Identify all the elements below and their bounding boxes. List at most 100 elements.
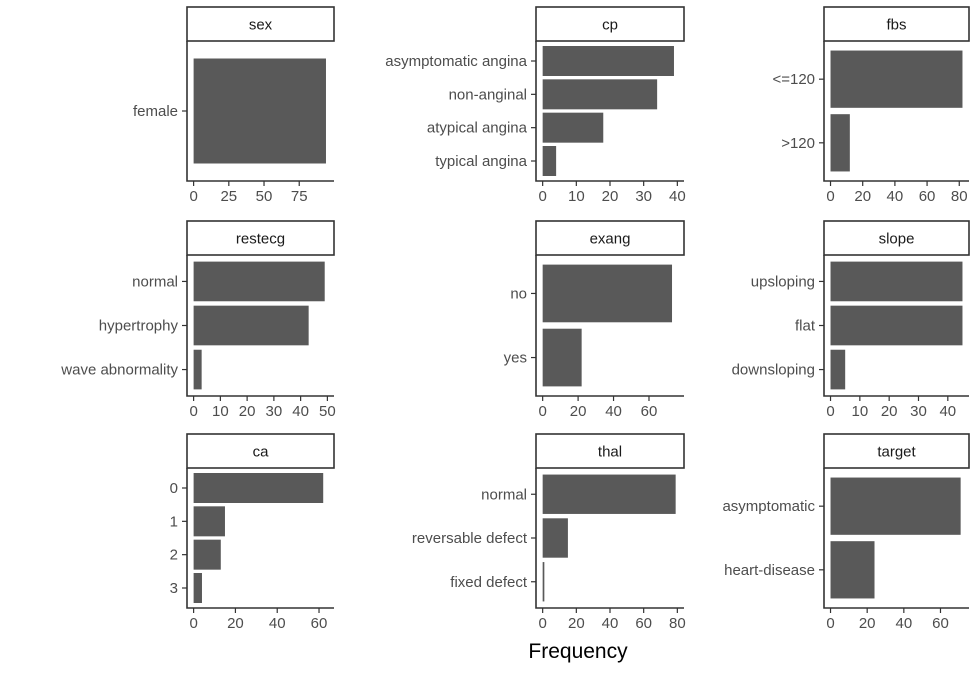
facet-title-restecg: restecg	[236, 231, 285, 248]
y-tick-label-fbs-120: >120	[781, 135, 815, 152]
x-tick-label-cp-10: 10	[568, 188, 585, 205]
facet-strip-thal	[535, 433, 685, 469]
x-tick-label-cp-40: 40	[669, 188, 686, 205]
bar-fbs-120	[830, 114, 850, 172]
facet-strip-slope	[823, 220, 970, 256]
x-tick-label-exang-40: 40	[605, 403, 622, 420]
x-tick-label-sex-50: 50	[256, 188, 273, 205]
x-tick-label-target-0: 0	[826, 615, 834, 632]
y-tick-label-cp-non-anginal: non-anginal	[449, 86, 527, 103]
facet-title-target: target	[877, 444, 916, 461]
facet-title-ca: ca	[253, 444, 270, 461]
facet-title-cp: cp	[602, 17, 618, 34]
y-tick-label-restecg-wave-abnormality: wave abnormality	[60, 362, 178, 379]
x-tick-label-sex-0: 0	[189, 188, 197, 205]
x-tick-label-restecg-50: 50	[319, 403, 336, 420]
x-tick-label-slope-10: 10	[852, 403, 869, 420]
x-tick-label-target-20: 20	[859, 615, 876, 632]
y-tick-label-thal-fixed-defect: fixed defect	[450, 574, 528, 591]
bar-slope-downsloping	[830, 349, 846, 390]
bar-sex-female	[193, 58, 326, 164]
x-tick-label-restecg-40: 40	[292, 403, 309, 420]
x-tick-label-fbs-20: 20	[854, 188, 871, 205]
bar-cp-atypical-angina	[542, 112, 604, 143]
facet-strip-fbs	[823, 6, 970, 42]
x-tick-label-thal-60: 60	[635, 615, 652, 632]
x-tick-label-fbs-40: 40	[887, 188, 904, 205]
bar-cp-asymptomatic-angina	[542, 46, 674, 76]
bar-fbs-120	[830, 50, 963, 108]
y-tick-label-restecg-hypertrophy: hypertrophy	[99, 318, 179, 335]
facet-title-slope: slope	[879, 231, 915, 248]
facet-title-exang: exang	[590, 231, 631, 248]
bar-thal-reversable-defect	[542, 518, 568, 558]
x-tick-label-slope-30: 30	[910, 403, 927, 420]
y-tick-label-thal-reversable-defect: reversable defect	[412, 530, 528, 547]
facet-strip-ca	[186, 433, 335, 469]
bar-slope-upsloping	[830, 261, 963, 302]
axis-lines-exang	[535, 255, 684, 397]
y-tick-label-cp-typical-angina: typical angina	[435, 153, 527, 170]
y-tick-label-ca-2: 2	[170, 547, 178, 564]
x-tick-label-sex-75: 75	[291, 188, 308, 205]
x-tick-label-cp-30: 30	[635, 188, 652, 205]
y-tick-label-restecg-normal: normal	[132, 273, 178, 290]
bar-exang-no	[542, 264, 673, 323]
x-tick-label-thal-80: 80	[669, 615, 686, 632]
bar-thal-normal	[542, 474, 676, 514]
x-tick-label-slope-0: 0	[826, 403, 834, 420]
bar-slope-flat	[830, 305, 963, 346]
y-tick-label-slope-flat: flat	[795, 318, 816, 335]
facet-strip-restecg	[186, 220, 335, 256]
axis-lines-slope	[823, 255, 969, 397]
bar-ca-3	[193, 573, 202, 603]
x-tick-label-ca-60: 60	[311, 615, 328, 632]
bar-thal-fixed-defect	[542, 562, 545, 602]
axis-lines-thal	[535, 468, 684, 609]
y-tick-label-slope-upsloping: upsloping	[751, 273, 815, 290]
x-tick-label-sex-25: 25	[220, 188, 237, 205]
bar-cp-typical-angina	[542, 146, 557, 176]
axis-lines-ca	[186, 468, 334, 609]
y-tick-label-exang-no: no	[510, 285, 527, 302]
bar-ca-0	[193, 473, 324, 503]
axis-lines-cp	[535, 41, 684, 182]
bar-restecg-hypertrophy	[193, 305, 309, 346]
x-tick-label-restecg-0: 0	[189, 403, 197, 420]
x-tick-label-target-40: 40	[895, 615, 912, 632]
axis-lines-target	[823, 468, 969, 609]
x-tick-label-slope-40: 40	[939, 403, 956, 420]
x-tick-label-cp-20: 20	[602, 188, 619, 205]
facet-title-sex: sex	[249, 17, 273, 34]
y-tick-label-slope-downsloping: downsloping	[732, 362, 815, 379]
bar-exang-yes	[542, 328, 582, 387]
bar-restecg-normal	[193, 261, 325, 302]
facet-title-thal: thal	[598, 444, 622, 461]
facet-strip-target	[823, 433, 970, 469]
bar-target-heart-disease	[830, 541, 875, 599]
bar-target-asymptomatic	[830, 477, 961, 535]
y-tick-label-sex-female: female	[133, 103, 178, 120]
axis-lines-sex	[186, 41, 334, 182]
x-tick-label-thal-40: 40	[602, 615, 619, 632]
y-tick-label-fbs-120: <=120	[772, 71, 815, 88]
x-tick-label-cp-0: 0	[538, 188, 546, 205]
x-tick-label-restecg-30: 30	[266, 403, 283, 420]
x-tick-label-exang-20: 20	[570, 403, 587, 420]
y-tick-label-cp-atypical-angina: atypical angina	[427, 120, 528, 137]
bar-ca-1	[193, 506, 225, 537]
x-tick-label-target-60: 60	[932, 615, 949, 632]
facet-strip-sex	[186, 6, 335, 42]
x-tick-label-ca-40: 40	[269, 615, 286, 632]
x-tick-label-restecg-10: 10	[212, 403, 229, 420]
x-tick-label-thal-0: 0	[538, 615, 546, 632]
facet-strip-cp	[535, 6, 685, 42]
y-tick-label-exang-yes: yes	[504, 350, 527, 367]
x-tick-label-ca-0: 0	[189, 615, 197, 632]
axis-lines-fbs	[823, 41, 969, 182]
x-tick-label-slope-20: 20	[881, 403, 898, 420]
bar-restecg-wave-abnormality	[193, 349, 202, 390]
y-tick-label-ca-3: 3	[170, 580, 178, 597]
y-tick-label-ca-0: 0	[170, 480, 178, 497]
